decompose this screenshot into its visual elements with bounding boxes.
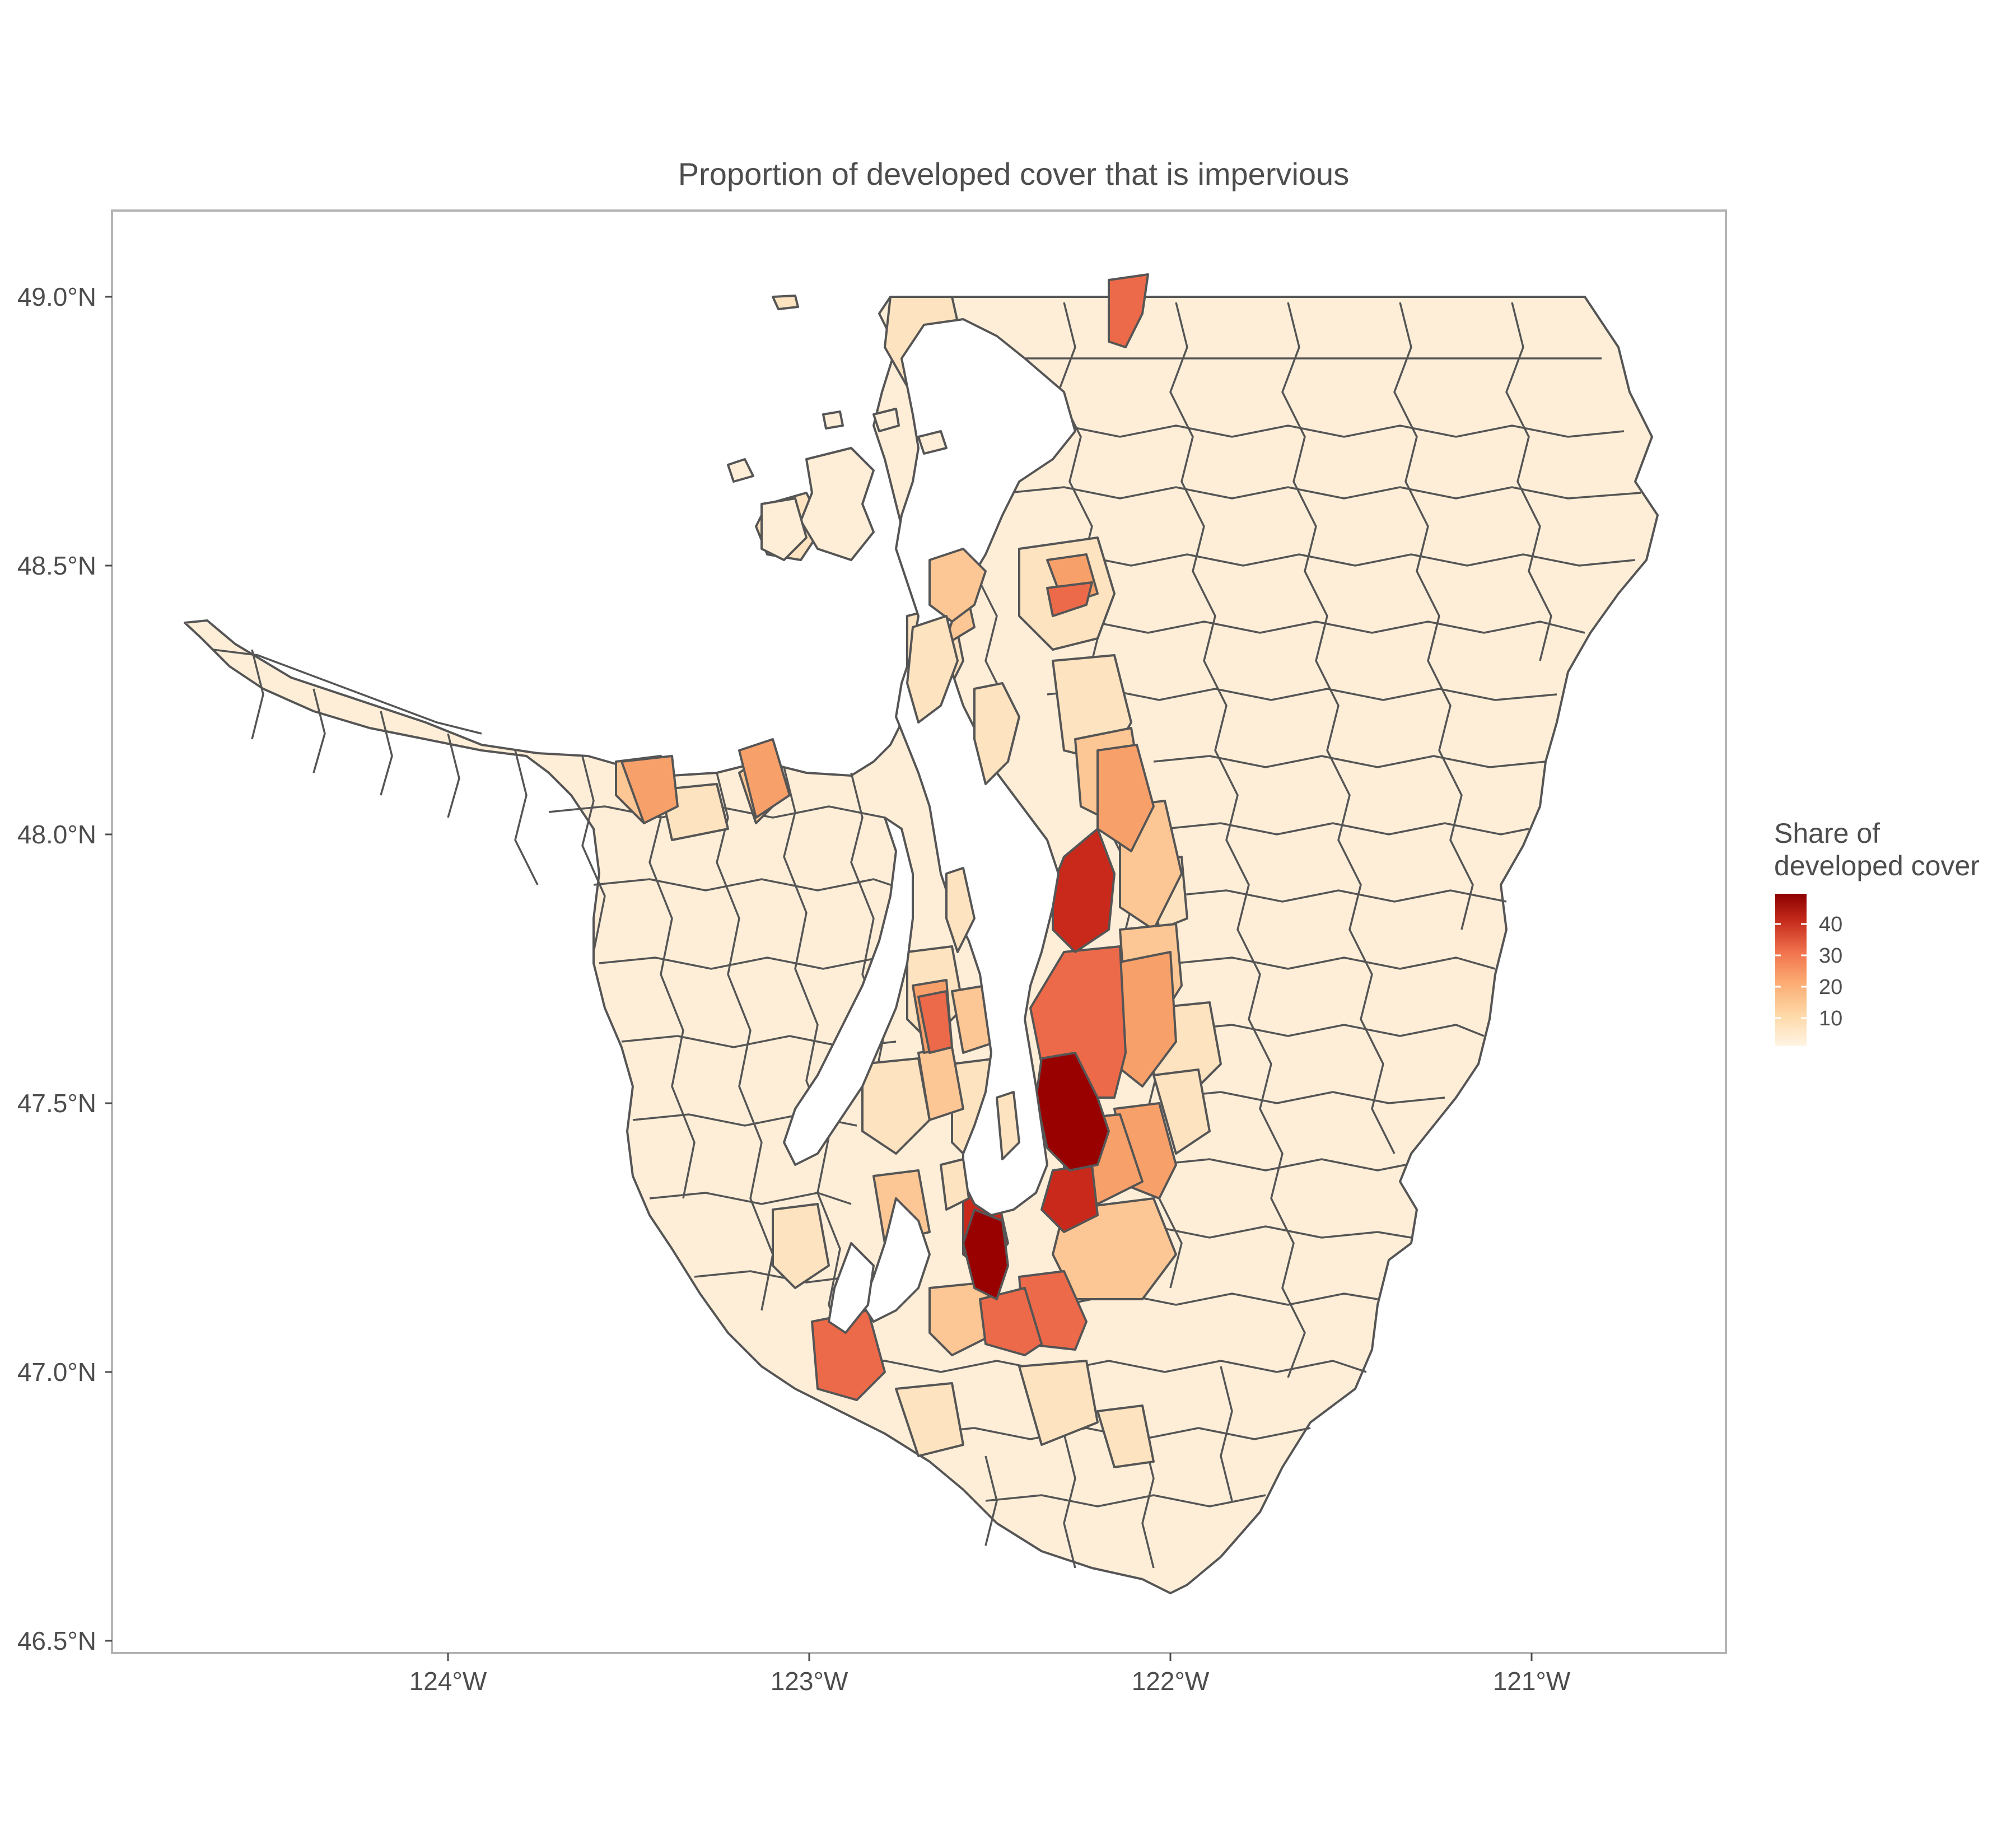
island bbox=[973, 682, 1020, 785]
region-landmass bbox=[184, 296, 1659, 1594]
legend-label: 30 bbox=[1819, 944, 1842, 968]
legend-label: 20 bbox=[1819, 976, 1842, 999]
island bbox=[872, 408, 900, 432]
basin-mid bbox=[620, 755, 679, 824]
basin-boundary bbox=[1170, 889, 1507, 903]
legend-label: 10 bbox=[1819, 1007, 1842, 1030]
basin-boundary bbox=[648, 769, 696, 1199]
basin-low bbox=[772, 1203, 830, 1289]
basin-boundary bbox=[1047, 688, 1557, 701]
island bbox=[996, 1091, 1020, 1160]
basin-max bbox=[962, 1208, 1009, 1300]
island bbox=[945, 867, 976, 953]
basin-boundary bbox=[380, 711, 393, 796]
basin-boundary bbox=[1035, 620, 1585, 634]
island bbox=[940, 1158, 970, 1211]
basin-boundary bbox=[783, 767, 852, 1361]
map-title: Proportion of developed cover that is im… bbox=[678, 156, 1349, 192]
basin-boundary bbox=[312, 688, 326, 773]
basin-boundary bbox=[1281, 302, 1396, 1154]
y-tick-label: 46.5°N bbox=[17, 1626, 96, 1655]
basin-boundary bbox=[1175, 956, 1496, 970]
island bbox=[917, 430, 948, 455]
legend-ticks bbox=[1775, 923, 1807, 1019]
basin-high bbox=[1108, 273, 1149, 348]
x-tick-label: 124°W bbox=[409, 1667, 487, 1696]
basin-high bbox=[917, 990, 953, 1054]
basin-low bbox=[1096, 1404, 1155, 1468]
legend-colorbar bbox=[1775, 894, 1807, 1046]
y-tick-label: 49.0°N bbox=[17, 282, 96, 311]
basin-low bbox=[895, 1382, 964, 1457]
legend-title-line1: Share of bbox=[1774, 818, 1880, 849]
basin-mid bbox=[1096, 744, 1155, 852]
y-axis: 49.0°N 48.5°N 48.0°N 47.5°N 47.0°N 46.5°… bbox=[17, 282, 112, 1655]
island bbox=[906, 615, 959, 724]
basin-boundary bbox=[1169, 302, 1306, 1378]
basin-boundary bbox=[1164, 1091, 1445, 1104]
x-tick-label: 123°W bbox=[771, 1667, 848, 1696]
basin-low bbox=[861, 1057, 931, 1155]
basin-boundary bbox=[716, 772, 774, 1311]
max-share-basins bbox=[962, 1052, 1110, 1300]
basin-boundary bbox=[1220, 1366, 1233, 1501]
x-tick-label: 121°W bbox=[1493, 1667, 1571, 1696]
south-sound-inlet bbox=[861, 1197, 931, 1323]
basin-mid-low bbox=[1052, 1197, 1177, 1300]
y-tick-label: 47.5°N bbox=[17, 1089, 96, 1118]
basin-mid bbox=[738, 738, 791, 819]
basin-boundary bbox=[1505, 302, 1552, 661]
island bbox=[800, 447, 875, 561]
panel-border bbox=[111, 209, 1727, 1654]
basin-high bbox=[979, 1287, 1043, 1356]
island bbox=[928, 548, 987, 623]
hood-canal bbox=[783, 816, 914, 1166]
basin-boundary bbox=[984, 1455, 998, 1546]
island bbox=[727, 458, 754, 483]
basin-boundary bbox=[1164, 822, 1529, 836]
basin-boundary bbox=[1007, 486, 1641, 500]
legend: Share of developed cover 40 30 20 bbox=[1774, 818, 1980, 1046]
legend-label: 40 bbox=[1819, 913, 1842, 936]
basin-boundary bbox=[985, 1494, 1266, 1508]
basin-boundary bbox=[581, 755, 606, 953]
island bbox=[760, 497, 808, 561]
basin-boundary bbox=[828, 1360, 1367, 1373]
basin-boundary bbox=[1019, 553, 1636, 567]
basin-boundary bbox=[212, 648, 482, 735]
legend-title-line2: developed cover bbox=[1774, 850, 1980, 881]
basin-low bbox=[1018, 1360, 1099, 1446]
basin-boundary bbox=[251, 649, 264, 740]
watershed-map bbox=[184, 273, 1659, 1594]
basin-high bbox=[1046, 581, 1093, 617]
basin-boundary bbox=[1153, 1158, 1406, 1172]
basin-boundary bbox=[694, 1270, 852, 1284]
basin-boundary bbox=[514, 750, 539, 885]
island bbox=[822, 410, 844, 430]
x-axis: 124°W 123°W 122°W 121°W bbox=[409, 1653, 1571, 1696]
y-tick-label: 48.0°N bbox=[17, 820, 96, 849]
south-sound-inlet bbox=[828, 1242, 875, 1334]
island bbox=[772, 295, 799, 310]
islands bbox=[727, 295, 1020, 1211]
basin-boundary bbox=[1153, 755, 1546, 768]
basin-boundary bbox=[447, 733, 460, 818]
basin-boundary bbox=[1063, 1433, 1076, 1569]
basin-low bbox=[1152, 1068, 1211, 1155]
y-tick-label: 47.0°N bbox=[17, 1357, 96, 1387]
y-tick-label: 48.5°N bbox=[17, 551, 96, 580]
x-tick-label: 122°W bbox=[1132, 1667, 1210, 1696]
basin-boundary bbox=[593, 878, 908, 892]
basin-boundary bbox=[649, 1192, 852, 1205]
basin-boundary bbox=[1175, 1024, 1485, 1037]
